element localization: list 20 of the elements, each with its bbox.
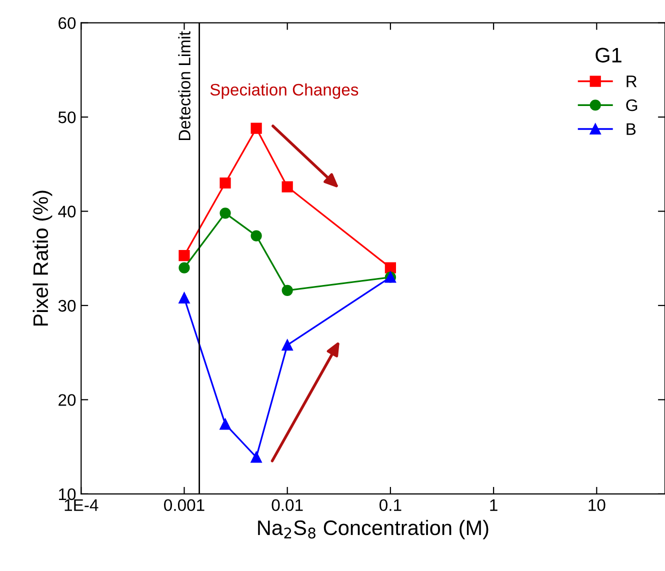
y-tick-label: 50 <box>58 111 76 124</box>
y-tick-label: 60 <box>58 17 76 30</box>
x-tick-label: 1E-4 <box>64 499 98 511</box>
x-tick-label: 0.01 <box>272 499 303 512</box>
x-tick-label: 10 <box>588 499 606 512</box>
y-tick-label: 20 <box>58 394 76 406</box>
y-tick-label: 10 <box>59 488 76 500</box>
x-tick-label: 0.1 <box>380 499 402 512</box>
x-tick-label: 1 <box>490 499 498 511</box>
annotation: Speciation Changes <box>210 83 358 99</box>
y-axis-title: Pixel Ratio (%) <box>32 190 52 326</box>
y-tick-label: 40 <box>58 206 76 218</box>
legend-title: G1 <box>596 48 622 63</box>
legend-label: G <box>626 99 638 112</box>
x-axis-title: Na$_{2}$S$_{8}$ Concentration (M) <box>258 520 488 540</box>
legend-label: B <box>626 123 636 135</box>
ref-line-label: Detection Limit <box>178 31 190 140</box>
y-tick-label: 30 <box>58 300 76 312</box>
legend-label: R <box>626 76 637 88</box>
x-tick-label: 0.001 <box>164 499 204 512</box>
